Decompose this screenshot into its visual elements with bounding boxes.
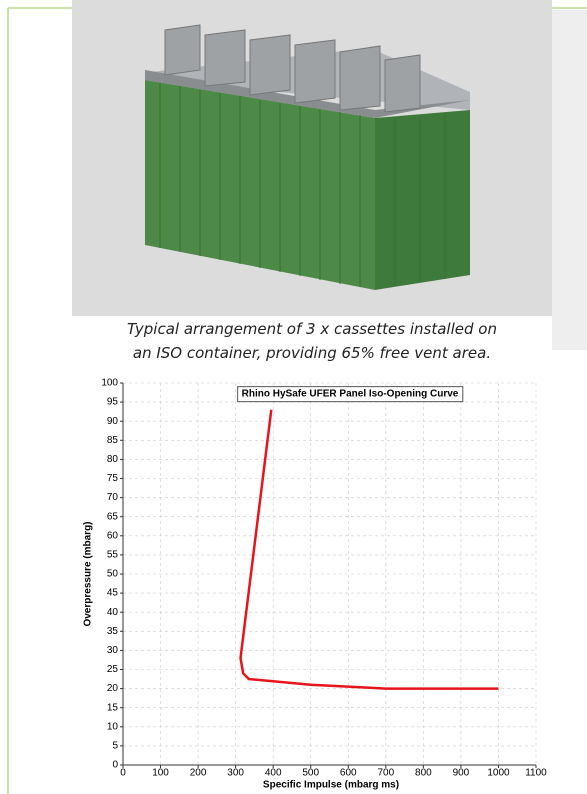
x-tick-label: 900 bbox=[453, 768, 470, 779]
chart: Specific Impulse (mbarg ms) Overpressure… bbox=[0, 0, 587, 794]
x-tick-label: 400 bbox=[265, 768, 282, 779]
y-tick-label: 25 bbox=[107, 664, 119, 675]
y-tick-label: 5 bbox=[112, 741, 118, 752]
x-tick-label: 700 bbox=[377, 768, 394, 779]
y-tick-label: 0 bbox=[112, 760, 118, 771]
y-tick-label: 70 bbox=[107, 492, 119, 503]
page: Typical arrangement of 3 x cassettes ins… bbox=[0, 0, 587, 794]
y-tick-label: 80 bbox=[107, 454, 119, 465]
y-tick-label: 90 bbox=[107, 416, 119, 427]
y-tick-label: 65 bbox=[107, 511, 119, 522]
y-tick-label: 75 bbox=[107, 473, 119, 484]
y-tick-label: 35 bbox=[107, 626, 119, 637]
y-tick-label: 15 bbox=[107, 702, 119, 713]
chart-title: Rhino HySafe UFER Panel Iso-Opening Curv… bbox=[242, 389, 459, 400]
y-tick-label: 30 bbox=[107, 645, 119, 656]
x-tick-label: 1000 bbox=[487, 768, 510, 779]
y-tick-label: 10 bbox=[107, 721, 119, 732]
y-tick-label: 60 bbox=[107, 530, 119, 541]
x-tick-label: 300 bbox=[227, 768, 244, 779]
y-tick-label: 20 bbox=[107, 683, 119, 694]
y-tick-label: 100 bbox=[101, 378, 118, 389]
x-tick-label: 1100 bbox=[525, 768, 547, 779]
y-tick-label: 85 bbox=[107, 435, 119, 446]
y-axis-label: Overpressure (mbarg) bbox=[83, 521, 94, 626]
y-tick-label: 55 bbox=[107, 550, 119, 561]
x-tick-label: 500 bbox=[302, 768, 319, 779]
y-tick-label: 95 bbox=[107, 397, 119, 408]
y-tick-label: 45 bbox=[107, 588, 119, 599]
y-tick-label: 40 bbox=[107, 607, 119, 618]
x-tick-label: 0 bbox=[120, 768, 126, 779]
x-tick-label: 100 bbox=[152, 768, 169, 779]
x-tick-label: 600 bbox=[340, 768, 357, 779]
x-axis-label: Specific Impulse (mbarg ms) bbox=[263, 780, 399, 791]
y-tick-label: 50 bbox=[107, 569, 119, 580]
x-tick-label: 800 bbox=[415, 768, 432, 779]
x-tick-label: 200 bbox=[190, 768, 207, 779]
